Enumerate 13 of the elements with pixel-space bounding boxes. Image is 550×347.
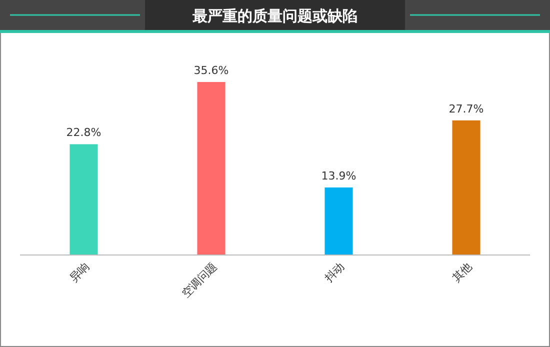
x-tick-label: 抖动 [322, 260, 348, 286]
bar [197, 82, 226, 255]
x-tick-label: 空调问题 [179, 260, 220, 300]
bar [70, 144, 98, 255]
bar [452, 120, 480, 255]
bar [324, 187, 353, 255]
data-label: 27.7% [448, 102, 484, 116]
data-label: 35.6% [194, 64, 229, 77]
data-label: 13.9% [321, 169, 356, 182]
x-tick-label: 其他 [450, 260, 475, 285]
chart-title: 最严重的质量问题或缺陷 [192, 7, 358, 25]
data-label: 22.8% [66, 126, 102, 140]
x-tick-label: 异响 [67, 260, 92, 285]
